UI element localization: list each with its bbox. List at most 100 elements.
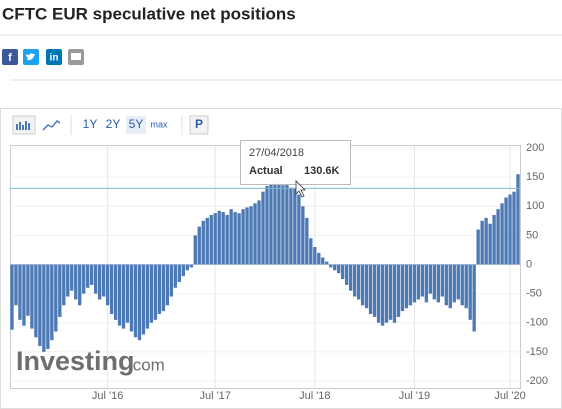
bar	[70, 264, 74, 291]
bar	[508, 194, 512, 265]
bar	[285, 182, 289, 265]
print-label: P	[195, 117, 203, 131]
bar	[129, 264, 134, 332]
bar	[293, 188, 297, 265]
bar	[26, 264, 30, 316]
bar	[500, 203, 504, 265]
bar	[253, 203, 257, 265]
bar	[456, 264, 460, 300]
bar	[392, 264, 397, 323]
bar	[38, 264, 42, 347]
bar	[54, 264, 58, 332]
range-button[interactable]: 1Y	[83, 117, 98, 131]
bar	[380, 264, 385, 326]
line-icon	[42, 120, 61, 131]
bar	[269, 182, 273, 265]
bar	[169, 264, 174, 297]
y-tick-label: 50	[526, 229, 538, 241]
bar	[444, 264, 448, 306]
bar	[313, 247, 317, 265]
bar	[337, 264, 341, 274]
bar	[105, 264, 110, 306]
bar	[281, 185, 285, 265]
bar	[201, 220, 205, 265]
watermark-suffix: .com	[128, 355, 165, 374]
tooltip-label: Actual	[249, 165, 283, 177]
bar	[249, 206, 253, 265]
bar	[364, 264, 369, 309]
bar	[341, 264, 345, 280]
bar	[265, 185, 269, 265]
bar	[289, 187, 293, 265]
bar	[34, 264, 38, 338]
bar	[141, 264, 146, 335]
bar	[360, 264, 365, 306]
print-button[interactable]	[189, 115, 209, 135]
bar	[225, 214, 229, 265]
twitter-icon	[26, 53, 35, 61]
bar	[197, 226, 201, 265]
bar	[78, 264, 82, 306]
bar	[460, 264, 464, 306]
range-button[interactable]: max	[150, 119, 168, 129]
bar	[177, 264, 182, 282]
linkedin-button[interactable]	[46, 49, 62, 65]
range-button[interactable]: 2Y	[106, 117, 121, 131]
bar	[504, 197, 508, 265]
bar	[257, 200, 261, 265]
toolbar: P 1Y 2Y 5Y max	[12, 115, 209, 135]
y-tick-label: -150	[526, 346, 548, 358]
bar	[66, 264, 70, 297]
bar	[348, 264, 353, 291]
tooltip-box	[240, 140, 351, 185]
bar	[356, 264, 361, 300]
bar	[309, 238, 313, 265]
bar	[384, 264, 389, 323]
mouse-cursor	[295, 180, 306, 198]
bar	[516, 174, 520, 265]
bar	[261, 191, 265, 265]
bar	[205, 217, 209, 265]
y-tick-label: 200	[526, 142, 544, 154]
bar	[237, 213, 241, 265]
bar	[424, 264, 429, 303]
bar	[333, 264, 337, 271]
bar	[480, 220, 484, 265]
bar	[317, 252, 321, 265]
tooltip: 27/04/2018 Actual 130.6K	[240, 140, 351, 185]
bar	[512, 191, 516, 265]
bar	[209, 214, 213, 265]
bar	[137, 264, 142, 341]
bar	[58, 264, 62, 317]
linkedin-icon: in	[50, 53, 59, 64]
bar	[18, 264, 22, 320]
bar	[109, 264, 114, 315]
bar	[181, 264, 185, 277]
bar	[97, 264, 102, 300]
y-tick-label: -100	[526, 317, 548, 329]
bar	[185, 264, 189, 271]
bar	[149, 264, 154, 323]
bar	[408, 264, 413, 306]
bar	[241, 209, 245, 265]
facebook-button[interactable]	[2, 49, 18, 65]
x-tick-label: Jul '17	[199, 390, 230, 402]
bar	[121, 264, 126, 329]
bar	[42, 264, 46, 352]
bar	[221, 212, 225, 265]
y-tick-label: -200	[526, 375, 548, 387]
bar	[193, 235, 197, 265]
bar	[133, 264, 138, 338]
line-type-button[interactable]	[39, 115, 63, 135]
bar	[368, 264, 373, 315]
y-tick-label: 150	[526, 171, 544, 183]
bar	[436, 264, 440, 303]
bar	[22, 264, 26, 326]
bar	[400, 264, 405, 312]
range-button[interactable]: 5Y	[129, 117, 144, 131]
bar	[277, 181, 281, 265]
bar	[74, 264, 78, 300]
x-tick-label: Jul '20	[494, 390, 525, 402]
bar	[396, 264, 401, 317]
